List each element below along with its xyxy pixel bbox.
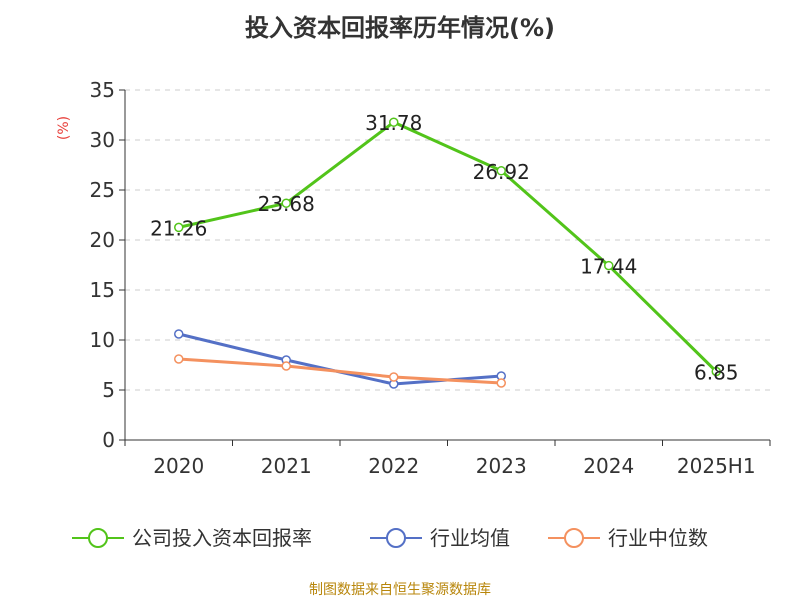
series-line	[178, 332, 502, 386]
data-point	[174, 329, 184, 339]
data-point	[389, 117, 399, 127]
data-point	[496, 378, 506, 388]
data-point	[496, 166, 506, 176]
axes	[124, 90, 770, 441]
x-tick-label: 2023	[476, 454, 527, 478]
y-tick-label: 20	[90, 228, 115, 252]
data-point	[281, 198, 291, 208]
chart-title: 投入资本回报率历年情况(%)	[245, 14, 555, 42]
x-tick-label: 2022	[368, 454, 419, 478]
y-tick-label: 25	[90, 178, 115, 202]
data-label: 6.85	[694, 361, 739, 385]
y-tick-label: 0	[102, 428, 115, 452]
grid-lines	[125, 89, 770, 391]
data-point	[604, 260, 614, 271]
legend: 公司投入资本回报率 行业均值 行业中位数	[72, 526, 708, 550]
x-tick-label: 2024	[583, 454, 634, 478]
data-point	[174, 222, 184, 233]
legend-label: 公司投入资本回报率	[132, 526, 312, 550]
series-layer: 21.26 23.68 31.78 26.92 17.44 6.85	[150, 111, 739, 389]
y-tick-label: 5	[102, 378, 115, 402]
series-line	[178, 120, 718, 373]
x-ticks: 2020 2021 2022 2023 2024 2025H1	[124, 440, 771, 478]
legend-marker	[564, 528, 584, 548]
data-point	[711, 366, 721, 377]
legend-marker	[386, 528, 406, 548]
y-axis-label: (%)	[56, 116, 72, 140]
legend-label: 行业均值	[430, 526, 510, 550]
y-tick-label: 10	[90, 328, 115, 352]
series-line	[178, 357, 502, 385]
data-label: 17.44	[580, 255, 637, 279]
y-tick-label: 30	[90, 128, 115, 152]
data-point	[174, 354, 184, 364]
data-label: 31.78	[365, 111, 422, 135]
legend-marker	[88, 528, 108, 548]
data-label: 23.68	[258, 192, 315, 216]
data-label: 26.92	[473, 160, 530, 184]
x-tick-label: 2020	[153, 454, 204, 478]
y-ticks: 0 5 10 15 20 25 30 35	[90, 78, 125, 452]
data-point	[389, 372, 399, 382]
source-note: 制图数据来自恒生聚源数据库	[309, 582, 491, 598]
data-label: 21.26	[150, 216, 207, 240]
y-tick-label: 15	[90, 278, 115, 302]
data-point	[281, 361, 291, 371]
x-tick-label: 2025H1	[677, 454, 756, 478]
legend-label: 行业中位数	[608, 526, 708, 550]
x-tick-label: 2021	[261, 454, 312, 478]
y-tick-label: 35	[90, 78, 115, 102]
